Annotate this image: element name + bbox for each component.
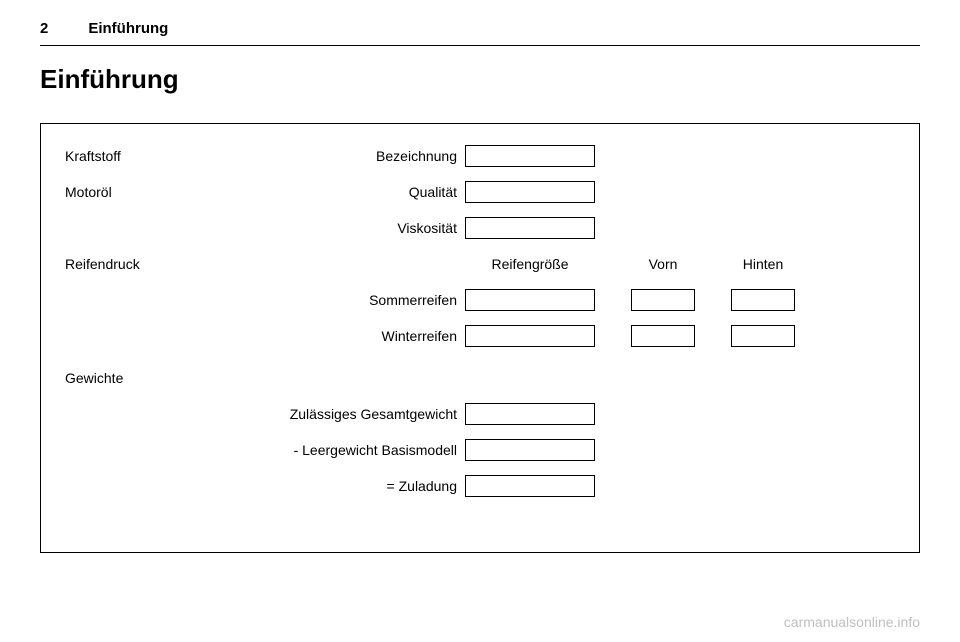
fuel-category-label: Kraftstoff (65, 148, 225, 164)
gross-weight-row: Zulässiges Gesamtgewicht (65, 400, 895, 428)
summer-tire-row: Sommerreifen (65, 286, 895, 314)
summer-tire-label: Sommerreifen (225, 292, 465, 308)
winter-tire-row: Winterreifen (65, 322, 895, 350)
summer-tire-rear-input[interactable] (731, 289, 795, 311)
watermark-text: carmanualsonline.info (784, 614, 920, 630)
summer-tire-size-input[interactable] (465, 289, 595, 311)
kerb-weight-label: - Leergewicht Basismodell (225, 442, 465, 458)
page-title: Einführung (40, 64, 920, 95)
page-number: 2 (40, 20, 48, 37)
oil-viscosity-row: Viskosität (65, 214, 895, 242)
page-header: 2 Einführung (40, 20, 920, 37)
oil-category-label: Motoröl (65, 184, 225, 200)
fuel-designation-input[interactable] (465, 145, 595, 167)
weights-category-label: Gewichte (65, 370, 225, 386)
gross-weight-label: Zulässiges Gesamtgewicht (225, 406, 465, 422)
weights-category-row: Gewichte (65, 364, 895, 392)
oil-quality-input[interactable] (465, 181, 595, 203)
kerb-weight-row: - Leergewicht Basismodell (65, 436, 895, 464)
winter-tire-rear-input[interactable] (731, 325, 795, 347)
winter-tire-size-input[interactable] (465, 325, 595, 347)
winter-tire-label: Winterreifen (225, 328, 465, 344)
payload-label: = Zuladung (225, 478, 465, 494)
summer-tire-front-input[interactable] (631, 289, 695, 311)
tire-size-header: Reifengröße (465, 256, 595, 272)
tire-front-header: Vorn (631, 256, 695, 272)
fuel-designation-label: Bezeichnung (225, 148, 465, 164)
winter-tire-front-input[interactable] (631, 325, 695, 347)
oil-quality-label: Qualität (225, 184, 465, 200)
header-divider (40, 45, 920, 46)
header-section-title: Einführung (88, 20, 168, 37)
tire-category-label: Reifendruck (65, 256, 225, 272)
fuel-row: Kraftstoff Bezeichnung (65, 142, 895, 170)
tire-rear-header: Hinten (731, 256, 795, 272)
gross-weight-input[interactable] (465, 403, 595, 425)
vehicle-data-form: Kraftstoff Bezeichnung Motoröl Qualität … (40, 123, 920, 553)
payload-row: = Zuladung (65, 472, 895, 500)
payload-input[interactable] (465, 475, 595, 497)
oil-quality-row: Motoröl Qualität (65, 178, 895, 206)
tire-header-row: Reifendruck Reifengröße Vorn Hinten (65, 250, 895, 278)
oil-viscosity-input[interactable] (465, 217, 595, 239)
oil-viscosity-label: Viskosität (225, 220, 465, 236)
kerb-weight-input[interactable] (465, 439, 595, 461)
